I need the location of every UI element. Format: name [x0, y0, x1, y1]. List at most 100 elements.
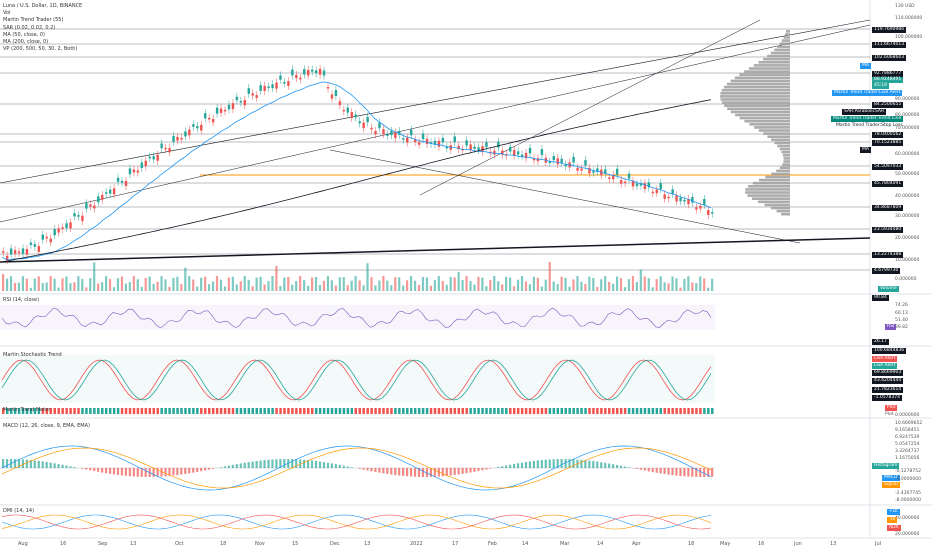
- candle: [235, 96, 239, 101]
- trend-meter-cell: [37, 408, 41, 414]
- macd-histogram-bar: [390, 468, 393, 475]
- volume-bar: [85, 287, 88, 291]
- candle: [584, 159, 587, 166]
- trend-meter-cell: [255, 408, 259, 414]
- trend-meter-cell: [9, 408, 13, 414]
- candle: [295, 74, 298, 79]
- volume-profile-bar: [777, 45, 790, 49]
- candle: [152, 156, 155, 160]
- macd-histogram-bar: [200, 468, 203, 472]
- indicator-ma50[interactable]: MA (50, close, 0): [3, 31, 46, 38]
- candle: [57, 228, 60, 233]
- candle: [560, 158, 563, 163]
- candle: [588, 167, 591, 174]
- candle: [631, 180, 635, 187]
- indicator-vol[interactable]: Vol: [3, 10, 11, 17]
- volume-bar: [37, 276, 40, 291]
- candle: [556, 158, 559, 165]
- candle: [413, 139, 417, 143]
- candle: [398, 131, 401, 135]
- macd-histogram-bar: [160, 468, 163, 477]
- indicator-sar[interactable]: SAR (0.02, 0.02, 0.2): [3, 24, 56, 31]
- trend-meter-cell: [207, 408, 211, 414]
- stoch-level-3: 43.4204444: [872, 378, 904, 384]
- indicator-martin-trend-trader[interactable]: Martin Trend Trader (55): [3, 17, 64, 24]
- macd-histogram-bar: [600, 462, 603, 468]
- volume-profile-bar: [720, 92, 790, 95]
- dmi-plus-tag: +DI: [887, 509, 900, 515]
- indicator-ma200[interactable]: MA (200, close, 0): [3, 39, 49, 46]
- volume-bar: [9, 276, 13, 291]
- macd-histogram-bar: [509, 464, 512, 468]
- volume-profile-bar: [763, 132, 790, 135]
- trend-meter-cell: [366, 408, 369, 414]
- symbol-title[interactable]: Luna / U.S. Dollar, 1D, BINANCE: [3, 3, 83, 9]
- macd-title[interactable]: MACD (12, 26, close, 9, EMA, EMA): [3, 423, 90, 429]
- time-label: 16: [60, 541, 67, 547]
- volume-bar: [168, 286, 171, 291]
- macd-histogram-bar: [251, 461, 254, 468]
- volume-tag: Volume: [878, 286, 899, 292]
- macd-histogram-bar: [275, 459, 278, 468]
- macd-histogram-bar: [168, 468, 171, 476]
- macd-histogram-bar: [604, 462, 607, 468]
- trend-meter-cell: [402, 408, 405, 414]
- stoch-level-2: 69.8669903: [872, 370, 904, 376]
- macd-histogram-bar: [97, 468, 100, 472]
- macd-histogram-bar: [615, 465, 619, 468]
- volume-profile-bar: [776, 169, 790, 173]
- volume-bar: [152, 283, 155, 291]
- macd-histogram-bar: [255, 460, 258, 468]
- stoch-title[interactable]: Martin Stochastic Trend: [3, 352, 62, 358]
- candle: [172, 135, 175, 142]
- volume-bar: [65, 276, 68, 291]
- trend-meter-cell: [160, 408, 163, 414]
- trend-meter-cell: [231, 408, 235, 414]
- volume-bar: [651, 287, 654, 291]
- time-label: 17: [452, 541, 459, 547]
- volume-bar: [267, 281, 270, 291]
- trend-meter-cell: [509, 408, 512, 414]
- macd-histogram-bar: [659, 468, 662, 474]
- time-label: 13: [364, 541, 371, 547]
- macd-histogram-bar: [25, 459, 28, 468]
- macd-histogram-bar: [21, 459, 25, 468]
- trend-meter-title[interactable]: Martin Trend Meter: [3, 407, 51, 413]
- candle: [53, 229, 56, 236]
- dmi-title[interactable]: DMI (14, 14): [3, 508, 35, 514]
- trend-meter-cell: [512, 408, 516, 414]
- volume-profile-bar: [730, 79, 790, 83]
- volume-profile-bar: [726, 82, 790, 86]
- candle: [394, 132, 397, 139]
- candle: [136, 170, 140, 173]
- macd-histogram-bar: [473, 468, 476, 472]
- trend-meter-cell: [612, 408, 615, 414]
- trend-meter-cell: [568, 408, 571, 414]
- rsi-title[interactable]: RSI (14, close): [3, 297, 40, 303]
- price-level-13: 4.6799730: [872, 268, 901, 274]
- macd-histogram-bar: [556, 459, 559, 468]
- indicator-vp[interactable]: VP (200, 500, 50, 30, 2, Both): [3, 46, 78, 53]
- price-level-10: 34.8687809: [872, 205, 904, 211]
- volume-profile-bar: [767, 54, 790, 58]
- trend-meter-cell: [299, 408, 302, 414]
- trend-meter-cell: [615, 408, 619, 414]
- macd-histogram-bar: [299, 459, 302, 468]
- macd-histogram-bar: [180, 468, 183, 475]
- tick-40: 40.000000: [895, 194, 920, 199]
- volume-bar: [584, 283, 587, 291]
- volume-profile-bar: [782, 154, 790, 157]
- trend-line: [0, 24, 871, 223]
- candle: [350, 112, 353, 118]
- candle: [382, 129, 385, 134]
- macd-histogram-bar: [425, 468, 429, 477]
- macd-histogram-bar: [691, 468, 694, 477]
- trend-meter-cell: [699, 408, 702, 414]
- macd-histogram-bar: [520, 462, 524, 468]
- volume-profile-bar: [749, 67, 790, 70]
- trend-meter-cell: [326, 408, 330, 414]
- macd-histogram-bar: [544, 459, 547, 468]
- trend-meter-cell: [711, 408, 714, 414]
- time-label: Sep: [98, 541, 108, 547]
